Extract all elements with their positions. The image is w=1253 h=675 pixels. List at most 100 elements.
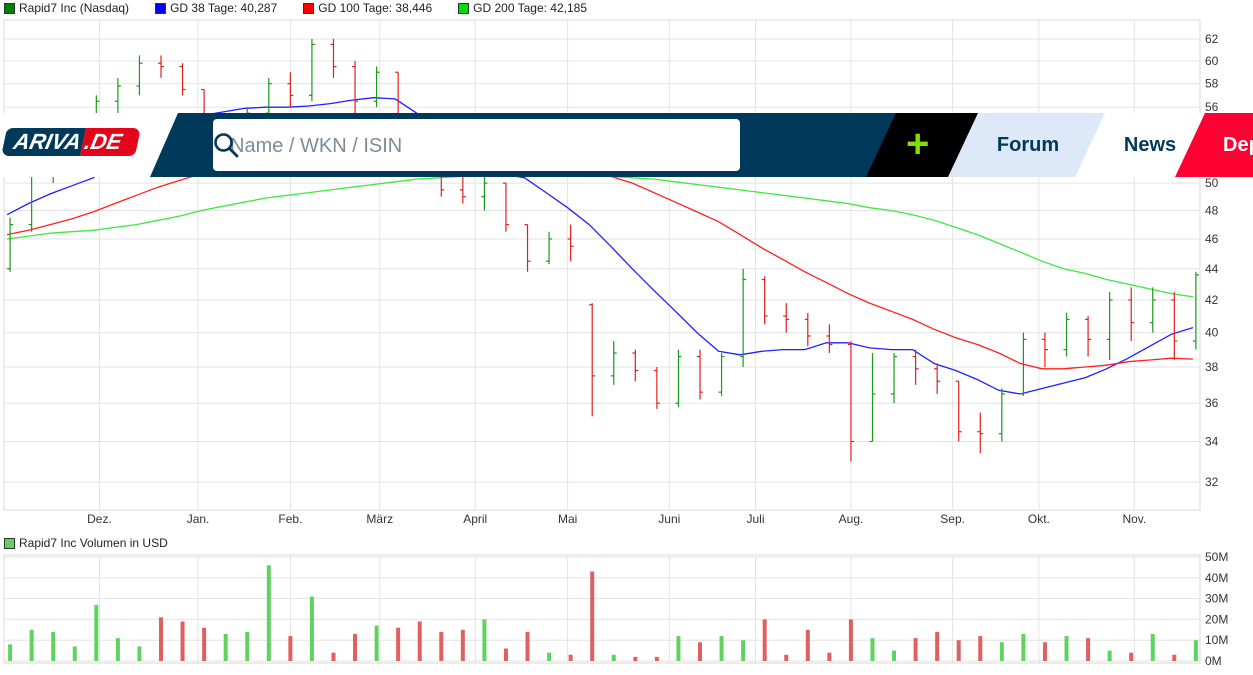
price-bar bbox=[114, 77, 121, 114]
volume-tick-label: 30M bbox=[1205, 592, 1228, 606]
y-tick-label: 34 bbox=[1205, 435, 1219, 449]
price-bar bbox=[891, 353, 898, 404]
price-plot-frame bbox=[3, 19, 1201, 511]
price-bar bbox=[912, 349, 919, 385]
price-bar bbox=[934, 363, 941, 394]
x-tick-label: Feb. bbox=[278, 512, 302, 526]
price-bar bbox=[136, 55, 143, 96]
price-bar bbox=[330, 39, 337, 78]
price-bar bbox=[955, 380, 962, 442]
price-bar bbox=[459, 176, 466, 204]
volume-bar bbox=[94, 604, 99, 661]
y-tick-label: 36 bbox=[1205, 396, 1219, 410]
price-bar bbox=[632, 349, 639, 382]
y-tick-label: 60 bbox=[1205, 54, 1219, 68]
search-icon[interactable] bbox=[213, 132, 239, 158]
volume-bar bbox=[1021, 633, 1026, 661]
volume-bar bbox=[331, 652, 336, 661]
volume-plot-frame bbox=[3, 554, 1201, 664]
price-bar bbox=[783, 303, 790, 333]
volume-bar bbox=[611, 654, 616, 661]
price-bar bbox=[653, 366, 660, 409]
search-box bbox=[213, 119, 740, 171]
volume-tick-label: 20M bbox=[1205, 612, 1228, 626]
volume-tick-label: 0M bbox=[1205, 654, 1222, 668]
volume-bar bbox=[29, 629, 34, 661]
y-tick-label: 32 bbox=[1205, 475, 1219, 489]
legend-label: Rapid7 Inc Volumen in USD bbox=[19, 536, 168, 550]
volume-bar bbox=[245, 631, 250, 661]
volume-bar bbox=[8, 644, 13, 661]
tab-forum[interactable]: Forum bbox=[948, 113, 1108, 177]
x-tick-label: Jan. bbox=[187, 512, 210, 526]
price-bar bbox=[1106, 292, 1113, 360]
price-bar bbox=[481, 176, 488, 211]
volume-bar bbox=[1042, 642, 1047, 661]
logo-text-de: .DE bbox=[79, 128, 141, 156]
price-legend: Rapid7 Inc (Nasdaq) GD 38 Tage: 40,287 G… bbox=[4, 1, 587, 15]
volume-bar bbox=[353, 633, 358, 661]
volume-bar bbox=[741, 640, 746, 661]
price-bar bbox=[1149, 287, 1156, 333]
x-tick-label: April bbox=[463, 512, 487, 526]
price-bar bbox=[761, 276, 768, 325]
volume-bar bbox=[137, 646, 142, 661]
price-bar bbox=[847, 341, 854, 462]
volume-bar bbox=[827, 652, 832, 661]
price-bar bbox=[1192, 271, 1199, 350]
volume-bar bbox=[503, 648, 508, 661]
volume-bar bbox=[396, 627, 401, 661]
legend-item-gd200: GD 200 Tage: 42,185 bbox=[458, 1, 587, 15]
ariva-logo[interactable]: ARIVA .DE bbox=[1, 128, 141, 156]
legend-swatch bbox=[303, 2, 315, 14]
x-tick-label: Nov. bbox=[1122, 512, 1146, 526]
volume-bar bbox=[1193, 640, 1198, 661]
volume-bar bbox=[72, 646, 77, 661]
volume-bar bbox=[309, 596, 314, 661]
volume-bar bbox=[115, 638, 120, 661]
volume-bar bbox=[999, 642, 1004, 661]
y-tick-label: 40 bbox=[1205, 326, 1219, 340]
volume-bar bbox=[654, 656, 659, 661]
volume-bar bbox=[913, 638, 918, 661]
volume-tick-label: 40M bbox=[1205, 571, 1228, 585]
volume-bar bbox=[223, 633, 228, 661]
volume-bar bbox=[892, 650, 897, 661]
legend-label: GD 200 Tage: 42,185 bbox=[473, 1, 588, 15]
legend-swatch bbox=[458, 2, 470, 14]
site-header: ARIVA.DE + Forum News Dep bbox=[0, 113, 1253, 177]
volume-bar bbox=[180, 621, 185, 661]
price-bar bbox=[546, 231, 553, 265]
price-bar bbox=[1085, 316, 1092, 357]
y-tick-label: 46 bbox=[1205, 232, 1219, 246]
x-tick-label: Juli bbox=[747, 512, 765, 526]
volume-bar bbox=[51, 631, 56, 661]
x-tick-label: Dez. bbox=[87, 512, 112, 526]
price-bar bbox=[675, 349, 682, 407]
logo-area: ARIVA .DE bbox=[0, 113, 178, 177]
x-tick-label: Sep. bbox=[940, 512, 965, 526]
price-bar bbox=[804, 312, 811, 347]
volume-bar bbox=[482, 619, 487, 661]
y-tick-label: 48 bbox=[1205, 203, 1219, 217]
legend-swatch bbox=[4, 537, 15, 549]
volume-bar bbox=[698, 642, 702, 661]
legend-item-gd38: GD 38 Tage: 40,287 bbox=[155, 1, 277, 15]
search-input[interactable] bbox=[228, 131, 672, 161]
price-bar bbox=[697, 349, 703, 400]
price-bar bbox=[287, 72, 294, 108]
price-bar bbox=[1041, 332, 1048, 367]
volume-bar bbox=[568, 654, 573, 661]
x-tick-label: Aug. bbox=[839, 512, 864, 526]
price-bar bbox=[524, 223, 531, 272]
volume-bar bbox=[956, 640, 961, 661]
volume-bar bbox=[870, 638, 875, 661]
volume-tick-label: 10M bbox=[1205, 633, 1228, 647]
y-tick-label: 58 bbox=[1205, 77, 1219, 91]
volume-bar bbox=[266, 565, 271, 661]
volume-bar bbox=[1150, 633, 1155, 661]
volume-bar bbox=[784, 654, 789, 661]
volume-bar bbox=[417, 621, 422, 661]
